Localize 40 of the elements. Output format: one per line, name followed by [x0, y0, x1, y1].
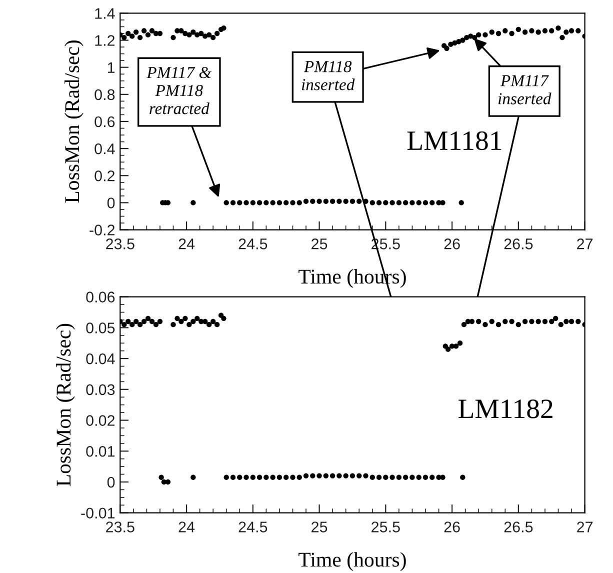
y-tick-label: 0: [107, 198, 115, 208]
x-tick-label: 26: [444, 522, 460, 532]
y-tick-label: 0.05: [86, 322, 115, 334]
x-tick-label: 24.5: [238, 522, 268, 532]
x-tick-label: 23.5: [106, 522, 134, 532]
x-tick-label: 24.5: [238, 238, 268, 250]
y-tick-label: 0.01: [86, 446, 115, 457]
x-tick-label: 27: [577, 522, 593, 532]
x-axis-title: Time (hours): [298, 552, 406, 571]
y-tick-label: -0.01: [81, 508, 115, 519]
y-tick-label: 1.4: [95, 8, 115, 19]
y-tick-label: 1.2: [95, 35, 115, 46]
x-tick-label: 26.5: [504, 238, 533, 250]
annotation: PM117 inserted: [498, 75, 552, 104]
y-tick-label: 0.04: [86, 353, 115, 364]
y-tick-label: 0.4: [94, 143, 115, 154]
x-tick-label: 25.5: [372, 522, 400, 532]
y-tick-label: 0.06: [86, 292, 115, 302]
y-tick-label: 0: [107, 476, 115, 488]
x-tick-label: 24: [178, 238, 195, 250]
annotation: LM1182: [458, 400, 552, 418]
x-tick-label: 25: [312, 238, 328, 250]
y-tick-label: 0.8: [94, 89, 115, 100]
y-axis-title: LossMon (Rad/sec): [64, 40, 84, 203]
y-axis-title: LossMon (Rad/sec): [56, 324, 75, 486]
annotation: LM1181: [407, 131, 502, 150]
y-tick-label: 0.6: [94, 116, 115, 128]
y-tick-label: -0.2: [90, 224, 115, 236]
x-tick-label: 23.5: [106, 238, 134, 250]
y-tick-label: 0.02: [86, 415, 115, 426]
y-tick-label: 0.2: [94, 170, 115, 182]
x-tick-label: 25: [312, 522, 328, 532]
x-tick-label: 26: [444, 238, 460, 250]
x-tick-label: 27: [577, 238, 593, 250]
annotation: PM117 & PM118 retracted: [146, 66, 212, 114]
y-tick-label: 1: [108, 62, 115, 73]
x-tick-label: 26.5: [504, 522, 533, 532]
annotation: PM118 inserted: [302, 60, 355, 90]
x-tick-label: 24: [178, 522, 195, 532]
y-tick-label: 0.03: [86, 384, 115, 396]
